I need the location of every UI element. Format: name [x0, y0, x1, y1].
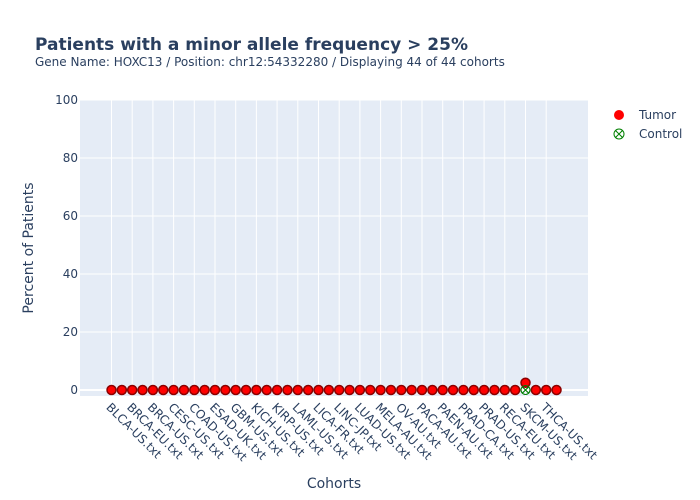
- tumor-marker-icon: [614, 110, 624, 120]
- tumor-point[interactable]: [354, 384, 366, 396]
- tumor-point[interactable]: [406, 384, 417, 396]
- y-axis: 0 20 40 60 80 100: [55, 93, 78, 397]
- y-tick-label: 80: [63, 151, 78, 165]
- tumor-point[interactable]: [333, 384, 345, 396]
- tumor-point[interactable]: [137, 384, 148, 396]
- tumor-point[interactable]: [447, 384, 459, 396]
- legend-label: Tumor: [638, 108, 676, 122]
- tumor-point[interactable]: [178, 384, 190, 396]
- tumor-point[interactable]: [313, 384, 324, 396]
- chart-title: Patients with a minor allele frequency >…: [35, 35, 468, 55]
- tumor-point[interactable]: [106, 384, 117, 396]
- y-tick-label: 40: [63, 267, 78, 281]
- tumor-point[interactable]: [468, 384, 479, 396]
- control-point[interactable]: [520, 385, 531, 395]
- tumor-point[interactable]: [458, 384, 469, 396]
- tumor-point[interactable]: [385, 384, 397, 396]
- y-axis-title: Percent of Patients: [21, 182, 37, 313]
- legend[interactable]: Tumor Control: [613, 108, 682, 141]
- tumor-point[interactable]: [168, 384, 179, 396]
- tumor-point[interactable]: [520, 377, 531, 388]
- tumor-point[interactable]: [509, 384, 521, 396]
- chart-subtitle: Gene Name: HOXC13 / Position: chr12:5433…: [35, 55, 505, 69]
- y-tick-label: 60: [63, 209, 78, 223]
- tumor-point[interactable]: [147, 384, 159, 396]
- tumor-point[interactable]: [551, 384, 562, 396]
- plot-area: [80, 100, 588, 396]
- tumor-point[interactable]: [530, 384, 542, 396]
- y-tick-label: 20: [63, 325, 78, 339]
- tumor-point[interactable]: [220, 384, 231, 396]
- legend-item-tumor[interactable]: Tumor: [614, 108, 676, 122]
- control-marker-icon: [613, 128, 625, 140]
- tumor-point[interactable]: [189, 384, 200, 396]
- tumor-point[interactable]: [251, 384, 262, 396]
- tumor-point[interactable]: [199, 384, 210, 396]
- tumor-point[interactable]: [240, 384, 252, 396]
- tumor-point[interactable]: [489, 384, 500, 396]
- tumor-point[interactable]: [344, 384, 355, 396]
- tumor-point[interactable]: [365, 384, 376, 396]
- tumor-point[interactable]: [158, 384, 169, 396]
- tumor-point[interactable]: [116, 384, 128, 396]
- tumor-point[interactable]: [396, 384, 407, 396]
- tumor-point[interactable]: [427, 384, 438, 396]
- tumor-point[interactable]: [540, 384, 552, 396]
- legend-label: Control: [639, 127, 682, 141]
- grid: [80, 99, 588, 396]
- tumor-point[interactable]: [126, 384, 138, 396]
- x-axis-title: Cohorts: [307, 476, 361, 492]
- tumor-point[interactable]: [323, 384, 335, 396]
- tumor-point[interactable]: [478, 384, 490, 396]
- tumor-point[interactable]: [302, 384, 314, 396]
- tumor-point[interactable]: [282, 384, 293, 396]
- tumor-point[interactable]: [416, 384, 428, 396]
- y-tick-label: 100: [55, 93, 78, 107]
- x-axis: BLCA-US.txtBRCA-EU.txtBRCA-US.txtCESC-US…: [103, 400, 600, 465]
- tumor-point[interactable]: [375, 384, 386, 396]
- tumor-point[interactable]: [261, 384, 272, 396]
- tumor-point[interactable]: [292, 384, 304, 396]
- tumor-point[interactable]: [209, 384, 221, 396]
- tumor-point[interactable]: [271, 384, 283, 396]
- legend-item-control[interactable]: Control: [613, 127, 682, 141]
- tumor-point[interactable]: [230, 384, 241, 396]
- y-tick-label: 0: [70, 383, 78, 397]
- tumor-point[interactable]: [499, 384, 511, 396]
- points: [106, 377, 562, 396]
- tumor-point[interactable]: [437, 384, 448, 396]
